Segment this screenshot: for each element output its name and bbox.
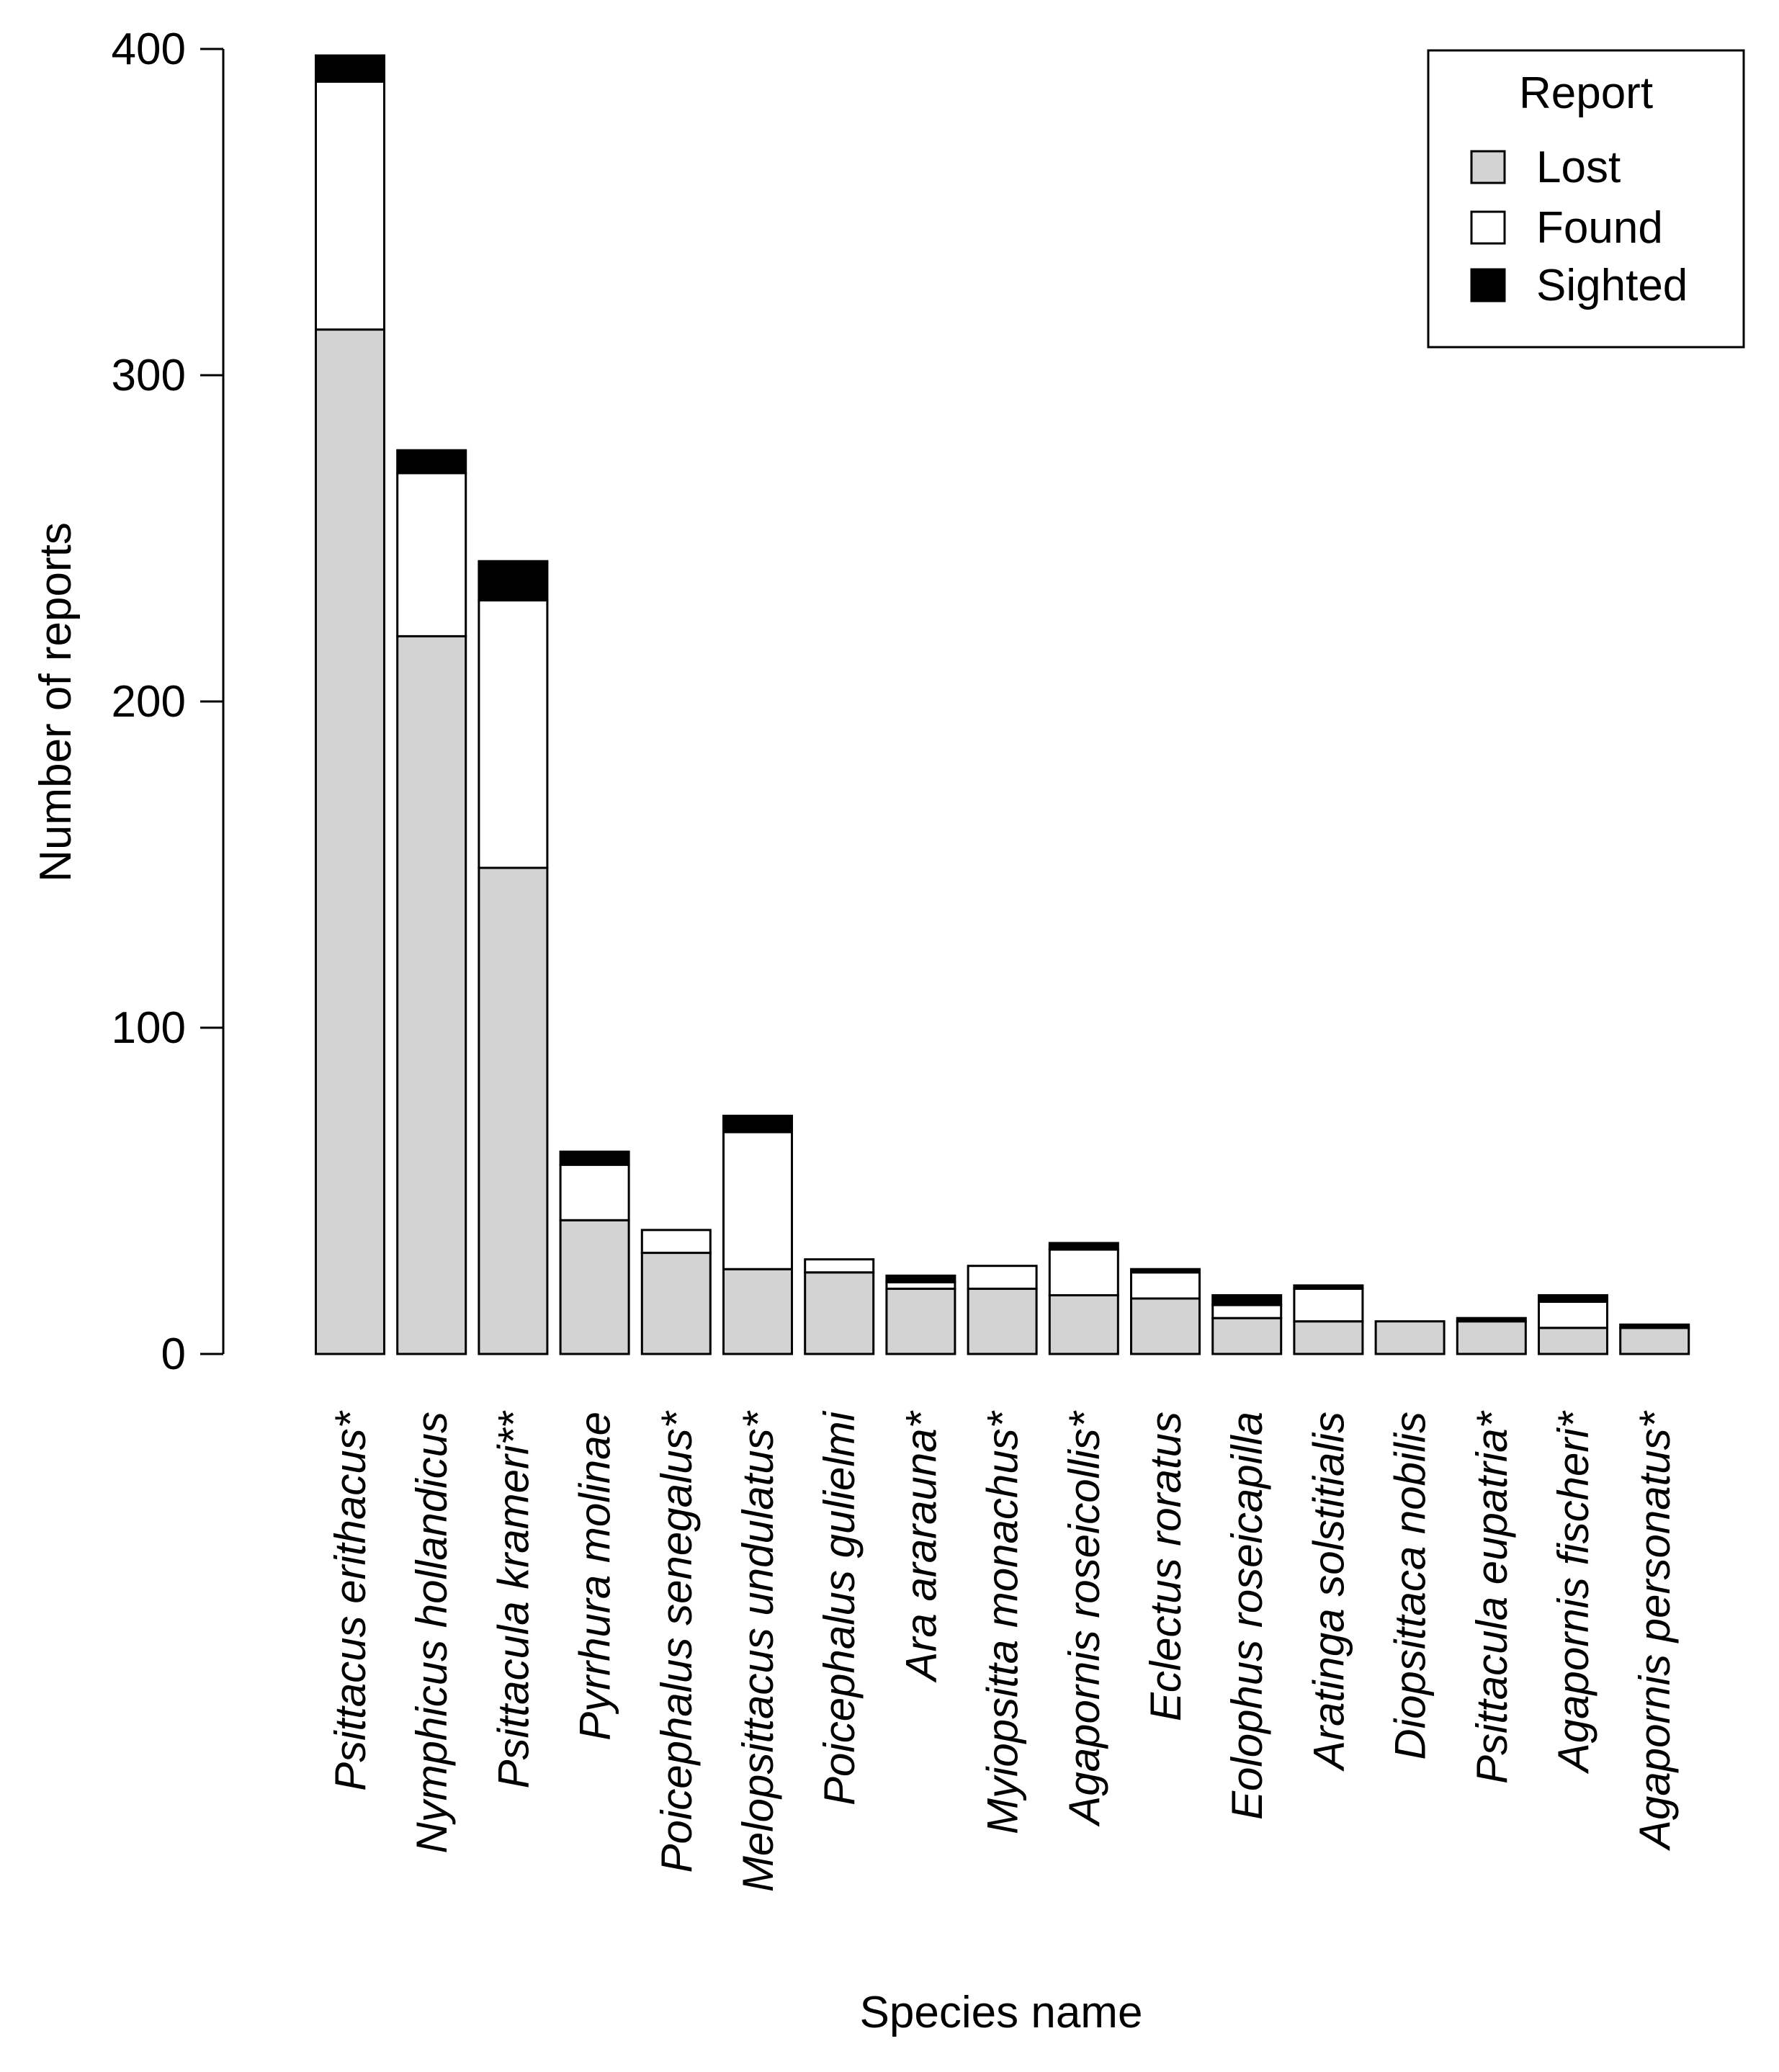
bar-segment-lost (1538, 1327, 1608, 1355)
x-tick-label: Myiopsitta monachus* (979, 1410, 1027, 1834)
bar-segment-found (967, 1265, 1038, 1290)
bars (315, 54, 1690, 1355)
x-tick-label: Agapornis personatus* (1631, 1410, 1679, 1851)
legend-swatch-found (1470, 210, 1506, 245)
x-tick-label: Agapornis roseicollis* (1060, 1410, 1108, 1826)
y-tick-label: 300 (112, 351, 186, 400)
x-tick-labels: Psittacus erithacus* Nymphicus hollandicu… (326, 1410, 1679, 1892)
y-axis-label: Number of reports (31, 522, 81, 882)
bar-segment-found (396, 472, 467, 637)
bar-segment-lost (559, 1219, 630, 1355)
bar-segment-sighted (1619, 1323, 1690, 1329)
bar-segment-found (1538, 1301, 1608, 1329)
bar-segment-lost (396, 634, 467, 1355)
bar-segment-lost (967, 1287, 1038, 1355)
bar-segment-lost (722, 1268, 793, 1355)
x-tick-label: Eolophus roseicapilla (1223, 1412, 1271, 1820)
legend-label-lost: Lost (1536, 143, 1621, 192)
bar-segment-lost (478, 866, 549, 1355)
bar-segment-sighted (1130, 1268, 1201, 1274)
legend-swatch-sighted (1470, 268, 1506, 302)
x-tick-label: Agapornis fischeri* (1549, 1410, 1597, 1774)
bar-segment-lost (1456, 1320, 1527, 1355)
bar-segment-sighted (1456, 1317, 1527, 1323)
x-tick-label: Psittacus erithacus* (326, 1410, 375, 1791)
bar-segment-found (1130, 1271, 1201, 1300)
bar-segment-sighted (559, 1150, 630, 1166)
bar-segment-found (1048, 1248, 1119, 1296)
bar-segment-lost (1130, 1297, 1201, 1355)
bar-segment-found (1293, 1287, 1364, 1323)
y-tick-label: 200 (112, 677, 186, 727)
x-tick-label: Eclectus roratus (1142, 1412, 1190, 1721)
y-tick-label: 0 (161, 1329, 186, 1379)
legend-entries: Lost Found Sighted (1470, 143, 1688, 310)
x-tick-label: Poicephalus senegalus* (653, 1410, 701, 1873)
bar-segment-lost (1619, 1327, 1690, 1355)
x-tick-label: Ara ararauna* (897, 1410, 945, 1682)
bar-segment-found (315, 80, 385, 331)
x-tick-label: Psittacula eupatria* (1468, 1410, 1516, 1784)
y-axis: 0 100 200 300 400 (112, 24, 225, 1379)
bar-segment-sighted (1048, 1242, 1119, 1251)
bar-segment-sighted (885, 1274, 956, 1283)
x-tick-label: Nymphicus hollandicus (408, 1412, 456, 1854)
x-tick-label: Aratinga solstitialis (1304, 1412, 1353, 1772)
bar-segment-lost (885, 1287, 956, 1355)
bar-segment-sighted (396, 449, 467, 475)
bar-segment-lost (1211, 1317, 1283, 1355)
bar-segment-lost (315, 328, 385, 1355)
bar-segment-lost (640, 1252, 712, 1355)
bar-segment-sighted (1293, 1284, 1364, 1290)
x-axis-label: Species name (860, 1988, 1143, 2037)
bar-segment-lost (804, 1271, 875, 1355)
bar-segment-found (804, 1258, 875, 1274)
legend-title: Report (1519, 68, 1653, 118)
legend-label-found: Found (1536, 203, 1663, 253)
bar-segment-sighted (1211, 1293, 1283, 1306)
bar-segment-lost (1048, 1293, 1119, 1355)
legend-swatch-lost (1470, 150, 1506, 184)
bar-segment-sighted (722, 1114, 793, 1134)
x-tick-label: Psittacula krameri** (489, 1410, 537, 1788)
x-tick-label: Poicephalus gulielmi (815, 1410, 864, 1806)
bar-segment-sighted (478, 560, 549, 602)
bar-segment-found (478, 599, 549, 869)
bar-segment-lost (1374, 1320, 1446, 1355)
x-tick-label: Pyrrhura molinae (571, 1412, 619, 1741)
x-tick-label: Melopsittacus undulatus* (734, 1410, 782, 1892)
bar-segment-sighted (315, 54, 385, 83)
legend: Report Lost Found Sighted (1427, 49, 1745, 349)
bar-segment-found (559, 1163, 630, 1221)
y-tick-label: 400 (112, 24, 186, 74)
bar-segment-found (640, 1229, 712, 1255)
y-tick-label: 100 (112, 1003, 186, 1053)
bar-segment-sighted (1538, 1293, 1608, 1304)
bar-segment-found (722, 1131, 793, 1270)
bar-segment-found (1211, 1304, 1283, 1319)
bar-segment-lost (1293, 1320, 1364, 1355)
x-tick-label: Diopsittaca nobilis (1386, 1412, 1435, 1760)
legend-label-sighted: Sighted (1536, 261, 1688, 310)
